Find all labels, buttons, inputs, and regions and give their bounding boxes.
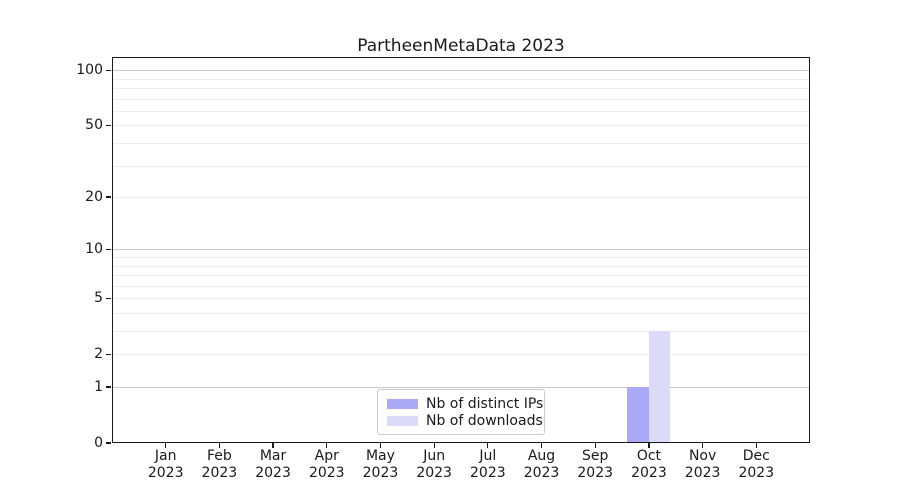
y-tick-mark: [106, 125, 111, 126]
legend-label-downloads: Nb of downloads: [426, 413, 543, 429]
y-tick-label: 1: [50, 378, 103, 396]
y-tick-mark: [106, 249, 111, 250]
minor-gridline: [112, 275, 810, 276]
legend-item-distinct-ips: Nb of distinct IPs: [387, 396, 535, 413]
minor-gridline: [112, 99, 810, 100]
minor-gridline: [112, 88, 810, 89]
major-gridline: [112, 249, 810, 250]
legend: Nb of distinct IPs Nb of downloads: [377, 389, 545, 435]
major-gridline: [112, 387, 810, 388]
y-tick-label: 100: [50, 61, 103, 79]
y-tick-label: 50: [50, 116, 103, 134]
minor-gridline: [112, 166, 810, 167]
legend-swatch-distinct-ips-icon: [387, 399, 418, 409]
y-tick-mark: [106, 298, 111, 299]
minor-gridline: [112, 125, 810, 126]
y-tick-mark: [106, 70, 111, 71]
y-tick-mark: [106, 354, 111, 355]
minor-gridline: [112, 313, 810, 314]
minor-gridline: [112, 298, 810, 299]
y-tick-label: 0: [50, 434, 103, 452]
y-tick-label: 20: [50, 188, 103, 206]
bar-distinct-ips: [627, 387, 649, 443]
chart-title: PartheenMetaData 2023: [112, 36, 810, 56]
x-tick-label: Dec2023: [724, 448, 788, 482]
y-tick-mark: [106, 386, 111, 387]
y-tick-label: 5: [50, 289, 103, 307]
legend-swatch-downloads-icon: [387, 416, 418, 426]
y-tick-mark: [106, 196, 111, 197]
minor-gridline: [112, 354, 810, 355]
minor-gridline: [112, 331, 810, 332]
figure: PartheenMetaData 2023 0125102050100 Jan2…: [0, 0, 900, 500]
y-tick-label: 10: [50, 240, 103, 258]
minor-gridline: [112, 111, 810, 112]
minor-gridline: [112, 286, 810, 287]
y-tick-mark: [106, 442, 111, 443]
legend-label-distinct-ips: Nb of distinct IPs: [426, 396, 543, 412]
plot-area: [112, 57, 810, 443]
minor-gridline: [112, 266, 810, 267]
minor-gridline: [112, 79, 810, 80]
minor-gridline: [112, 197, 810, 198]
y-tick-label: 2: [50, 345, 103, 363]
minor-gridline: [112, 257, 810, 258]
minor-gridline: [112, 143, 810, 144]
legend-item-downloads: Nb of downloads: [387, 413, 535, 430]
bar-downloads: [649, 331, 671, 443]
major-gridline: [112, 70, 810, 71]
